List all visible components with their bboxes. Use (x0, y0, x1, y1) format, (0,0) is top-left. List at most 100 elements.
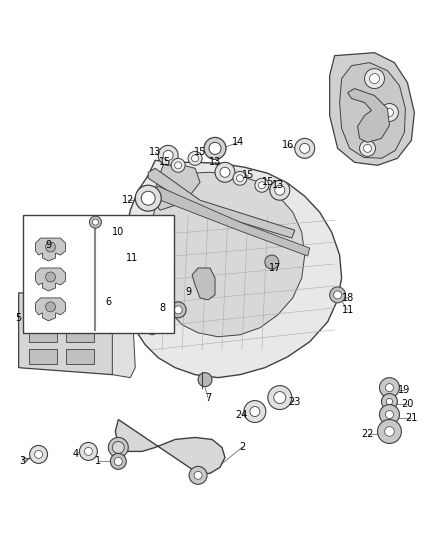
Text: 3: 3 (20, 456, 26, 466)
Circle shape (270, 180, 290, 200)
Circle shape (330, 287, 346, 303)
Circle shape (381, 103, 399, 122)
Bar (23, 215, 174, 333)
Circle shape (237, 175, 244, 182)
Circle shape (378, 419, 401, 443)
Text: 9: 9 (46, 240, 52, 250)
Circle shape (191, 155, 198, 162)
Circle shape (385, 410, 393, 418)
Circle shape (381, 393, 397, 409)
Polygon shape (35, 238, 66, 261)
Circle shape (255, 178, 269, 192)
Text: 12: 12 (122, 195, 134, 205)
Circle shape (112, 441, 124, 454)
Text: 5: 5 (15, 313, 22, 323)
Text: 4: 4 (72, 449, 78, 459)
Circle shape (334, 291, 342, 299)
Circle shape (189, 466, 207, 484)
Text: 15: 15 (261, 177, 274, 187)
Bar (67, 305, 95, 320)
Polygon shape (152, 160, 200, 210)
Text: 13: 13 (272, 180, 284, 190)
Text: 18: 18 (342, 293, 354, 303)
Circle shape (163, 150, 173, 160)
Circle shape (35, 450, 42, 458)
Text: 20: 20 (401, 399, 413, 409)
Circle shape (364, 144, 371, 152)
Text: 14: 14 (232, 138, 244, 148)
Circle shape (170, 302, 186, 318)
Circle shape (174, 306, 182, 314)
Polygon shape (112, 293, 135, 378)
Text: 19: 19 (398, 385, 410, 394)
Text: 15: 15 (194, 147, 206, 157)
Circle shape (46, 272, 56, 282)
Circle shape (244, 401, 266, 423)
Circle shape (386, 398, 392, 405)
Text: 15: 15 (242, 170, 254, 180)
Polygon shape (150, 172, 305, 337)
Circle shape (158, 146, 178, 165)
Circle shape (215, 163, 235, 182)
Circle shape (300, 143, 310, 154)
Circle shape (110, 454, 126, 470)
Circle shape (220, 167, 230, 177)
Circle shape (258, 182, 265, 189)
Bar (28, 327, 57, 342)
Circle shape (198, 373, 212, 386)
Polygon shape (19, 293, 122, 375)
Polygon shape (150, 186, 310, 256)
Text: 11: 11 (126, 253, 138, 263)
Circle shape (265, 255, 279, 269)
Circle shape (274, 392, 286, 403)
Text: 23: 23 (289, 397, 301, 407)
Circle shape (360, 140, 375, 156)
Circle shape (92, 219, 99, 225)
Polygon shape (115, 419, 225, 473)
Circle shape (175, 162, 182, 169)
Text: 9: 9 (185, 287, 191, 297)
Circle shape (233, 171, 247, 185)
Text: 13: 13 (209, 157, 221, 167)
Circle shape (275, 185, 285, 195)
Polygon shape (148, 168, 295, 238)
Circle shape (140, 250, 156, 266)
Circle shape (79, 442, 97, 461)
Polygon shape (35, 298, 66, 321)
Circle shape (171, 158, 185, 172)
Circle shape (141, 191, 155, 205)
Text: 13: 13 (149, 147, 161, 157)
Circle shape (46, 242, 56, 252)
Circle shape (85, 447, 92, 455)
Polygon shape (348, 88, 389, 142)
Circle shape (250, 407, 260, 416)
Polygon shape (118, 250, 170, 335)
Circle shape (114, 457, 122, 465)
Circle shape (89, 216, 101, 228)
Circle shape (188, 151, 202, 165)
Polygon shape (339, 63, 406, 158)
Text: 21: 21 (405, 413, 417, 423)
Text: 8: 8 (159, 303, 165, 313)
Text: 2: 2 (239, 442, 245, 453)
Text: 16: 16 (282, 140, 294, 150)
Polygon shape (330, 53, 414, 165)
Text: 15: 15 (159, 157, 171, 167)
Circle shape (379, 405, 399, 424)
Text: 22: 22 (361, 430, 374, 440)
Text: 24: 24 (236, 409, 248, 419)
Circle shape (364, 69, 385, 88)
Bar (28, 349, 57, 364)
Circle shape (295, 139, 314, 158)
Circle shape (108, 438, 128, 457)
Polygon shape (35, 268, 66, 291)
Circle shape (135, 185, 161, 211)
Polygon shape (192, 268, 215, 300)
Circle shape (370, 74, 379, 84)
Text: 11: 11 (342, 305, 354, 315)
Circle shape (209, 142, 221, 155)
Polygon shape (122, 160, 342, 378)
Bar (28, 305, 57, 320)
Circle shape (385, 384, 393, 392)
Circle shape (46, 302, 56, 312)
